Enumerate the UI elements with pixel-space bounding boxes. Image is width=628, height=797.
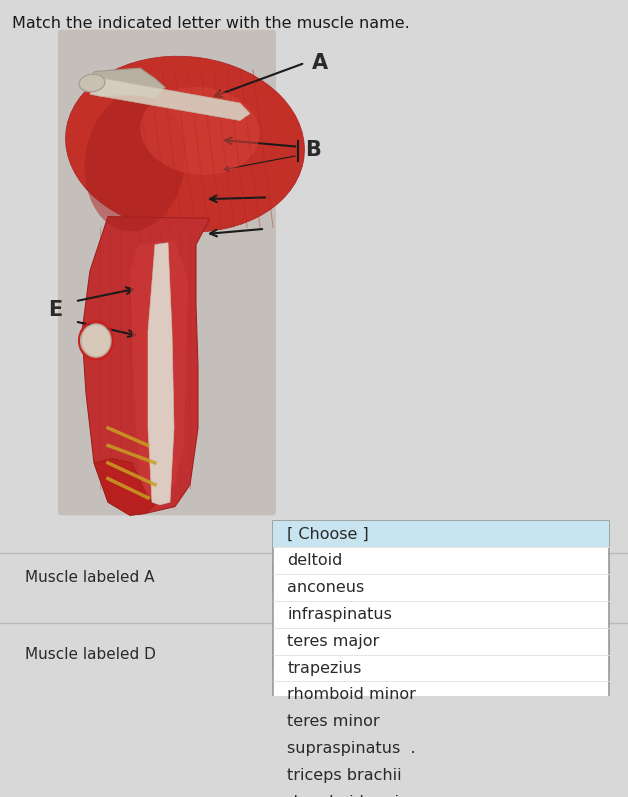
Ellipse shape — [81, 324, 111, 357]
Ellipse shape — [79, 74, 105, 92]
Polygon shape — [94, 458, 155, 516]
Text: Match the indicated letter with the muscle name.: Match the indicated letter with the musc… — [12, 16, 409, 31]
Polygon shape — [90, 77, 250, 120]
Polygon shape — [130, 240, 188, 498]
Text: A: A — [312, 53, 328, 73]
Text: Muscle labeled D: Muscle labeled D — [25, 647, 156, 662]
Text: rhomboid major: rhomboid major — [287, 795, 416, 797]
Polygon shape — [82, 217, 210, 516]
Bar — [273, 640, 609, 668]
Text: deltoid: deltoid — [287, 553, 342, 568]
Text: [ Choose ]: [ Choose ] — [287, 570, 362, 585]
Ellipse shape — [65, 57, 305, 232]
Text: rhomboid minor: rhomboid minor — [287, 687, 416, 702]
FancyBboxPatch shape — [58, 29, 276, 516]
Text: v: v — [589, 649, 597, 663]
Polygon shape — [82, 68, 165, 98]
Text: B: B — [305, 140, 321, 160]
Text: teres minor: teres minor — [287, 714, 380, 729]
Text: trapezius: trapezius — [287, 661, 362, 676]
Text: E: E — [48, 300, 62, 320]
Text: supraspinatus  .: supraspinatus . — [287, 741, 416, 756]
Bar — [273, 520, 609, 797]
Text: teres major: teres major — [287, 634, 379, 649]
Text: triceps brachii: triceps brachii — [287, 768, 402, 783]
Text: [ Choose ]: [ Choose ] — [287, 527, 369, 541]
Text: Muscle labeled A: Muscle labeled A — [25, 570, 154, 585]
Bar — [273, 520, 609, 548]
Ellipse shape — [140, 87, 260, 175]
Bar — [273, 563, 609, 591]
Ellipse shape — [85, 92, 185, 231]
Text: anconeus: anconeus — [287, 580, 364, 595]
Polygon shape — [148, 243, 174, 505]
Text: infraspinatus: infraspinatus — [287, 607, 392, 622]
Text: [ Choose ]: [ Choose ] — [287, 647, 362, 662]
